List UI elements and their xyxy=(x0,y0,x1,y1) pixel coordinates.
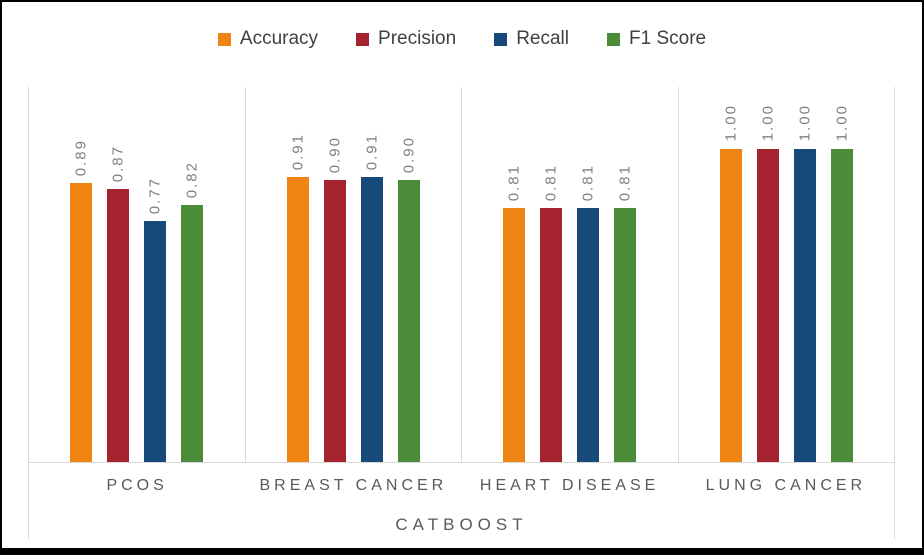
bar-cell: 0.77 xyxy=(144,87,167,462)
category-band: 0.81 0.81 0.81 0.81 xyxy=(462,87,679,462)
bar-value-label: 0.82 xyxy=(183,160,201,199)
bar xyxy=(614,208,637,462)
category-label: PCOS xyxy=(106,477,168,494)
bar-value-label: 0.87 xyxy=(109,145,127,183)
bar-cell: 0.81 xyxy=(577,87,600,462)
bar xyxy=(286,176,309,462)
bar xyxy=(323,180,346,462)
bar-value-label: 0.81 xyxy=(542,164,560,202)
bar-value-label: 0.77 xyxy=(146,176,164,214)
category-band: 1.00 1.00 1.00 1.00 xyxy=(679,87,895,462)
legend-label-precision: Precision xyxy=(378,28,457,49)
bar xyxy=(181,205,204,462)
plot-frame xyxy=(28,87,895,539)
bar-value-label: 1.00 xyxy=(833,104,851,142)
legend-item-accuracy: Accuracy xyxy=(217,28,319,50)
bar xyxy=(719,148,742,462)
bar-cell: 1.00 xyxy=(719,87,742,462)
legend-label-accuracy: Accuracy xyxy=(239,28,319,49)
bar-value-label: 1.00 xyxy=(796,104,814,142)
category-label: LUNG CANCER xyxy=(705,477,867,494)
legend-swatch-f1-score-icon xyxy=(607,32,620,46)
bar xyxy=(756,148,779,462)
bar-cell: 0.91 xyxy=(286,87,309,462)
bar xyxy=(144,220,167,462)
axis-title: CATBOOST xyxy=(395,515,528,534)
bar-cell: 1.00 xyxy=(830,87,853,462)
bar-value-label: 0.81 xyxy=(579,164,597,202)
plot-area: 0.89 0.87 0.77 0.82 0.91 0.90 0.91 0.90 0.81 0.81… xyxy=(29,87,894,463)
bar-cell: 0.89 xyxy=(70,87,93,462)
bar-value-label: 0.89 xyxy=(72,138,90,177)
legend-swatch-precision-icon xyxy=(356,32,370,46)
bar xyxy=(830,148,853,462)
bar-cell: 0.82 xyxy=(181,87,204,462)
category-label: HEART DISEASE xyxy=(479,477,660,494)
bar xyxy=(107,189,130,462)
bar-cell: 1.00 xyxy=(793,87,816,462)
bar-value-label: 1.00 xyxy=(722,104,740,142)
bar xyxy=(540,208,563,462)
bar xyxy=(503,208,526,462)
category-band: 0.91 0.90 0.91 0.90 xyxy=(246,87,462,462)
bar xyxy=(360,176,383,462)
legend-label-f1-score: F1 Score xyxy=(629,28,707,49)
category-axis: PCOS BREAST CANCER HEART DISEASE LUNG CANCE… xyxy=(29,477,894,495)
legend-swatch-recall-icon xyxy=(494,32,508,46)
bar xyxy=(793,148,816,462)
bar-cell: 0.87 xyxy=(107,87,130,462)
bar-cell: 0.81 xyxy=(503,87,526,462)
bar-value-label: 0.91 xyxy=(363,132,381,170)
category-label: BREAST CANCER xyxy=(259,477,448,494)
chart-legend: Accuracy Precision Recall F1 Score xyxy=(2,28,922,50)
bar-cell: 0.90 xyxy=(323,87,346,462)
category-band: 0.89 0.87 0.77 0.82 xyxy=(29,87,246,462)
bar-value-label: 0.81 xyxy=(616,164,634,202)
bar-value-label: 0.81 xyxy=(505,164,523,202)
bar xyxy=(70,183,93,462)
legend-item-precision: Precision xyxy=(356,28,456,50)
legend-label-recall: Recall xyxy=(516,28,569,49)
bar-cell: 0.81 xyxy=(614,87,637,462)
legend-item-recall: Recall xyxy=(494,28,569,50)
bar-value-label: 1.00 xyxy=(759,104,777,142)
legend-item-f1-score: F1 Score xyxy=(607,28,706,50)
bar-value-label: 0.90 xyxy=(326,135,344,173)
bar-cell: 0.81 xyxy=(540,87,563,462)
bar-cell: 1.00 xyxy=(756,87,779,462)
bar-cell: 0.90 xyxy=(397,87,420,462)
bar xyxy=(397,180,420,462)
bar-cell: 0.91 xyxy=(360,87,383,462)
bar-value-label: 0.90 xyxy=(400,135,418,173)
bar xyxy=(577,208,600,462)
bar-value-label: 0.91 xyxy=(289,132,307,170)
legend-swatch-accuracy-icon xyxy=(217,32,231,46)
